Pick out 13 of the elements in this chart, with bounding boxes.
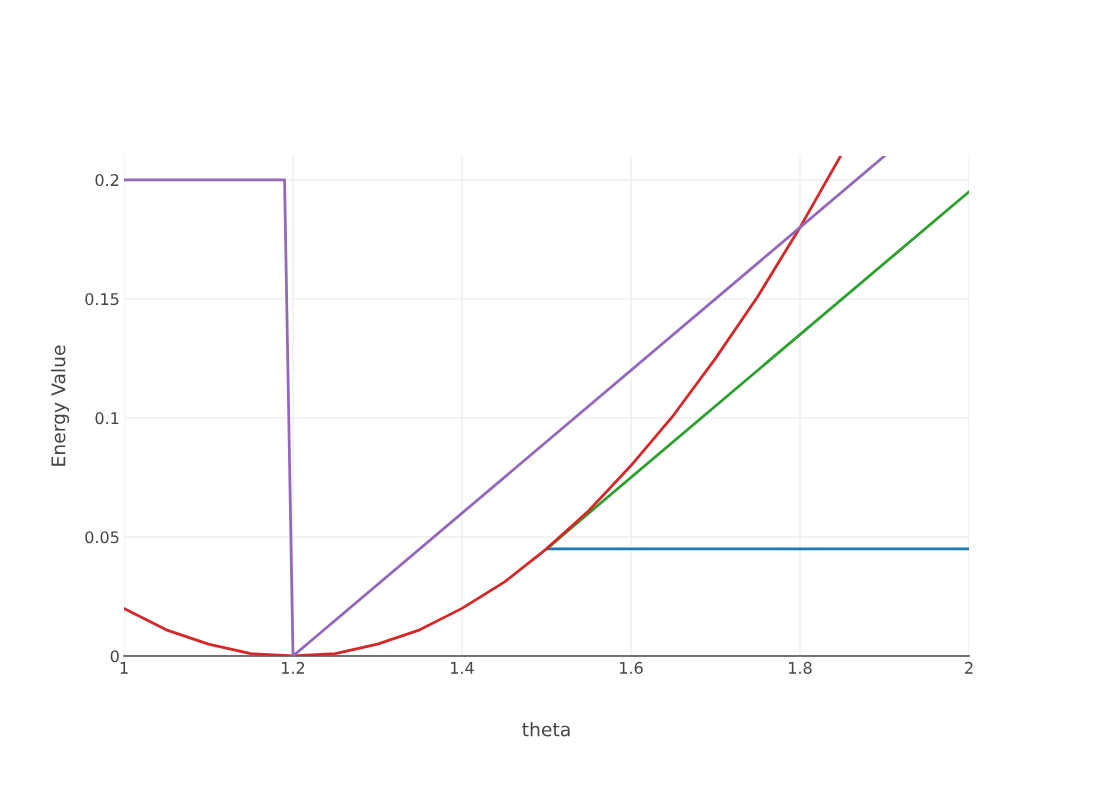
x-tick-label: 2 [965, 661, 973, 674]
x-tick-label: 1.6 [620, 661, 643, 674]
y-axis-title: Energy Value [50, 345, 70, 466]
x-tick-label: 1.8 [789, 661, 812, 674]
y-tick-label: 0.05 [85, 531, 119, 544]
x-tick-label: 1.4 [451, 662, 474, 674]
x-tick-label: 1.2 [282, 661, 305, 674]
x-tick-label: 1 [120, 662, 128, 674]
y-tick-label: 0.1 [95, 412, 119, 425]
x-axis-title: theta [522, 721, 570, 737]
y-tick-label: 0.15 [85, 293, 119, 306]
y-tick-label: 0.2 [95, 174, 119, 187]
y-tick-label: 0 [110, 650, 119, 663]
